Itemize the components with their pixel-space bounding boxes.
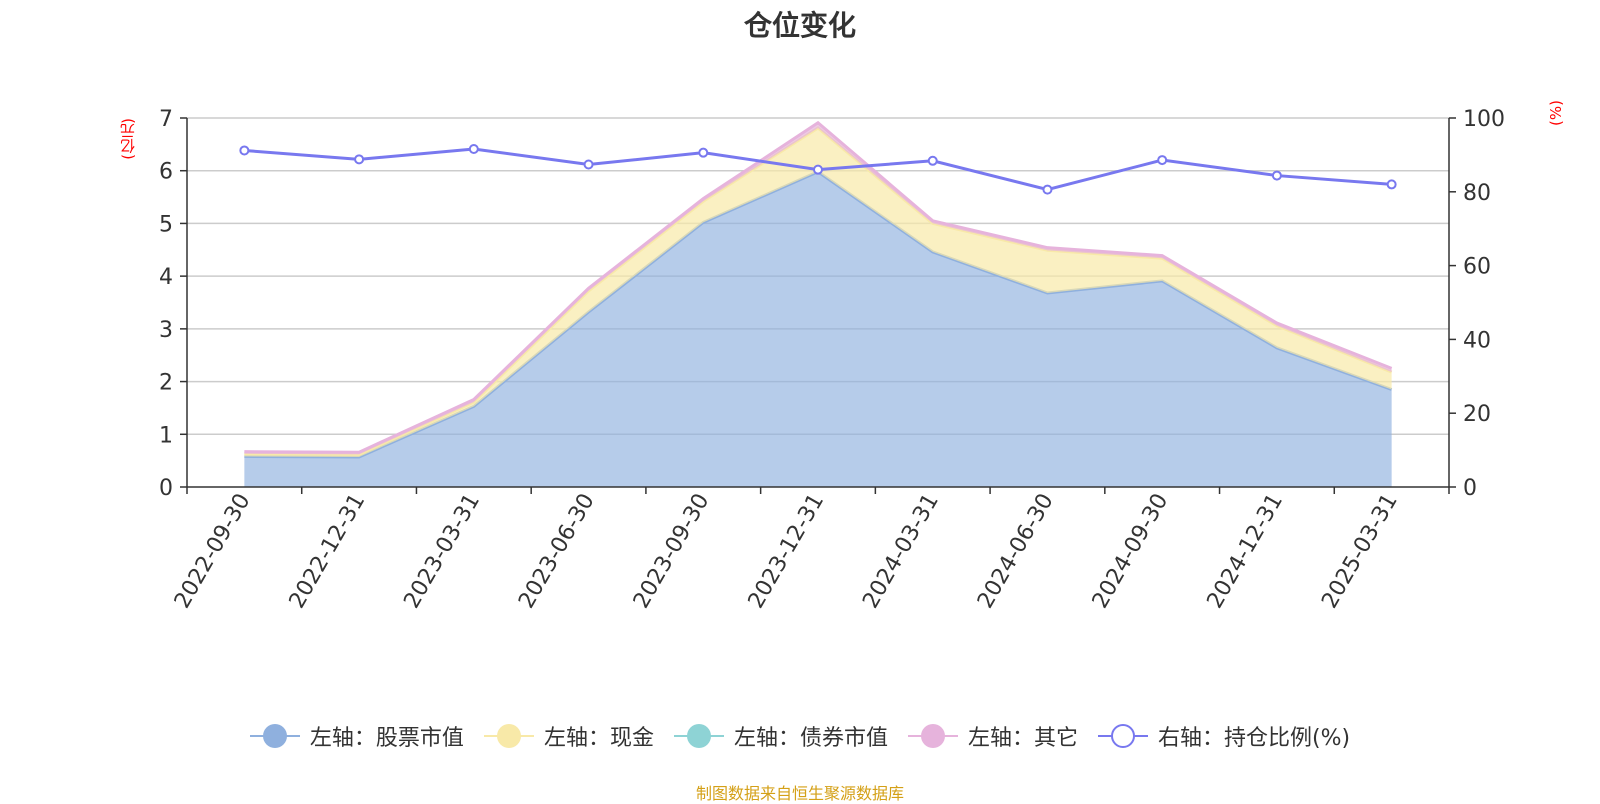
ratio-point: [1042, 184, 1053, 195]
left-tick-label: 5: [159, 212, 173, 237]
legend-item-cash[interactable]: 左轴：现金: [483, 720, 654, 752]
x-tick-label: 2023-06-30: [514, 490, 600, 613]
legend-marker-icon: [249, 723, 300, 749]
x-tick-label: 2023-03-31: [399, 490, 485, 613]
legend-marker-icon: [1097, 723, 1148, 749]
legend-marker-icon: [907, 723, 958, 749]
x-tick-label: 2024-03-31: [858, 490, 944, 613]
x-tick-label: 2023-12-31: [744, 490, 830, 613]
ratio-point: [239, 145, 250, 156]
legend-marker-icon: [483, 723, 534, 749]
left-tick-label: 4: [159, 265, 173, 290]
x-tick-label: 2024-06-30: [973, 490, 1059, 613]
x-tick-label: 2025-03-31: [1317, 490, 1403, 613]
left-tick-label: 6: [159, 160, 173, 185]
legend: 左轴：股票市值 左轴：现金 左轴：债券市值 左轴：其它 右轴：持仓比例(%): [0, 720, 1600, 752]
ratio-point: [354, 154, 365, 165]
legend-item-ratio[interactable]: 右轴：持仓比例(%): [1097, 720, 1351, 752]
x-tick-label: 2022-12-31: [285, 490, 371, 613]
legend-label: 左轴：债券市值: [733, 726, 888, 751]
line-other: [244, 120, 1393, 454]
left-tick-label: 7: [159, 107, 173, 132]
x-tick-label: 2023-09-30: [629, 490, 715, 613]
ratio-point: [813, 164, 823, 175]
legend-item-other[interactable]: 左轴：其它: [907, 720, 1078, 752]
legend-marker-icon: [673, 723, 724, 749]
ratio-point: [1157, 155, 1168, 166]
right-tick-label: 60: [1463, 255, 1491, 280]
legend-item-stock[interactable]: 左轴：股票市值: [249, 720, 464, 752]
left-tick-label: 0: [159, 476, 173, 501]
legend-label: 左轴：其它: [967, 726, 1078, 751]
chart-title: 仓位变化: [743, 9, 856, 42]
legend-label: 左轴：现金: [543, 726, 654, 751]
left-tick-label: 2: [159, 371, 173, 396]
x-tick-label: 2024-12-31: [1203, 490, 1289, 613]
left-tick-label: 1: [159, 423, 173, 448]
area-stock: [244, 171, 1392, 488]
ratio-point: [1386, 179, 1397, 190]
right-tick-label: 80: [1463, 181, 1491, 206]
left-tick-label: 3: [159, 318, 173, 343]
ratio-point: [583, 159, 594, 170]
x-tick-label: 2024-09-30: [1088, 490, 1174, 613]
right-tick-label: 20: [1463, 402, 1491, 427]
legend-item-bond[interactable]: 左轴：债券市值: [673, 720, 888, 752]
ratio-point: [468, 143, 479, 154]
source-footer: 制图数据来自恒生聚源数据库: [695, 784, 904, 803]
right-tick-label: 0: [1463, 476, 1477, 501]
x-tick-label: 2022-09-30: [170, 490, 256, 613]
ratio-point: [1271, 170, 1282, 181]
legend-label: 左轴：股票市值: [309, 726, 464, 751]
ratio-point: [698, 147, 709, 158]
right-tick-label: 40: [1463, 328, 1491, 353]
right-tick-label: 100: [1463, 107, 1505, 132]
ratio-point: [927, 155, 938, 166]
legend-label: 右轴：持仓比例(%): [1157, 726, 1351, 751]
